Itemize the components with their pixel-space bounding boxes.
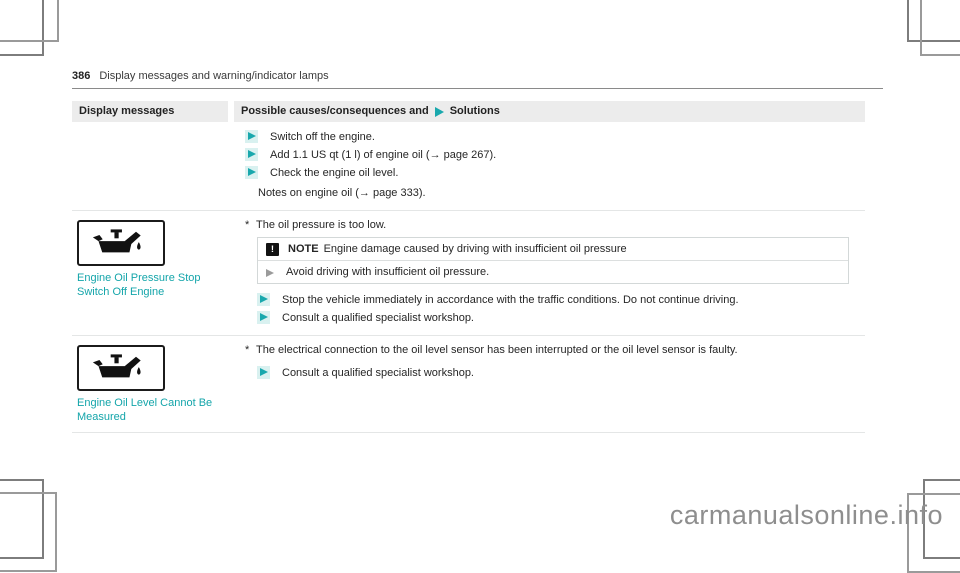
- solution-arrow-icon: [257, 366, 270, 379]
- table-row-engine-oil-generic: Switch off the engine. Add 1.1 US qt (1 …: [72, 122, 865, 211]
- solutions-group: Consult a qualified specialist workshop.: [257, 364, 857, 382]
- cause-text: The electrical connection to the oil lev…: [256, 344, 738, 356]
- note-label: NOTE: [288, 243, 319, 255]
- crop-mark-top-right-2: [920, 0, 960, 56]
- crop-mark-top-right: [907, 0, 960, 42]
- page-number: 386: [72, 70, 91, 82]
- display-message-cell: Engine Oil Pressure Stop Switch Off Engi…: [72, 211, 228, 335]
- solution-arrow-icon: [245, 148, 258, 161]
- oil-can-icon: [92, 354, 141, 378]
- solution-item: Consult a qualified specialist workshop.: [257, 309, 857, 327]
- solution-arrow-icon: [245, 166, 258, 179]
- column-header-causes-text: Possible causes/consequences and: [241, 105, 429, 117]
- solution-item: Add 1.1 US qt (1 l) of engine oil (→ pag…: [245, 146, 857, 164]
- cause-marker: *: [245, 344, 250, 356]
- column-header-solutions-text: Solutions: [449, 105, 500, 117]
- warning-lamp-box: [77, 220, 165, 266]
- page-title: Display messages and warning/indicator l…: [99, 70, 329, 82]
- table-header-row: Display messages Possible causes/consequ…: [72, 101, 865, 122]
- solutions-arrow-icon: [434, 106, 444, 117]
- solution-item: Switch off the engine.: [245, 128, 857, 146]
- oil-can-icon: [92, 229, 141, 253]
- causes-cell: Switch off the engine. Add 1.1 US qt (1 …: [234, 122, 865, 210]
- table-row-oil-pressure: Engine Oil Pressure Stop Switch Off Engi…: [72, 211, 865, 336]
- solution-arrow-icon: [245, 130, 258, 143]
- solution-item: Consult a qualified specialist workshop.: [257, 364, 857, 382]
- crop-mark-bottom-left-2: [0, 492, 57, 572]
- cause-marker: *: [245, 219, 250, 231]
- solution-text: Add 1.1 US qt (1 l) of engine oil (→ pag…: [270, 149, 497, 161]
- crop-mark-top-left-2: [0, 0, 59, 42]
- display-message-label: Engine Oil Pressure Stop Switch Off Engi…: [77, 272, 201, 298]
- watermark: carmanualsonline.info: [669, 500, 943, 530]
- note-arrow-icon: [266, 269, 274, 277]
- table-row-oil-level-sensor: Engine Oil Level Cannot Be Measured * Th…: [72, 336, 865, 433]
- causes-cell: * The oil pressure is too low. ! NOTE En…: [234, 211, 865, 335]
- note-action-item: Avoid driving with insufficient oil pres…: [258, 261, 848, 283]
- note-text: Engine damage caused by driving with ins…: [323, 243, 627, 255]
- causes-cell: * The electrical connection to the oil l…: [234, 336, 865, 432]
- solution-text: Consult a qualified specialist workshop.: [282, 312, 474, 324]
- display-message-cell-empty: [72, 122, 228, 210]
- notes-reference: Notes on engine oil (→ page 333).: [258, 187, 426, 199]
- solution-arrow-icon: [257, 293, 270, 306]
- note-action-text: Avoid driving with insufficient oil pres…: [286, 266, 490, 278]
- cause-item: * The oil pressure is too low.: [245, 217, 857, 233]
- column-header-display-messages: Display messages: [72, 101, 228, 122]
- page-header: 386 Display messages and warning/indicato…: [72, 70, 883, 89]
- cause-text: The oil pressure is too low.: [256, 219, 387, 231]
- display-message-cell: Engine Oil Level Cannot Be Measured: [72, 336, 228, 432]
- solution-text: Check the engine oil level.: [270, 167, 399, 179]
- solution-text: Switch off the engine.: [270, 131, 375, 143]
- solutions-group: Stop the vehicle immediately in accordan…: [257, 291, 857, 327]
- solution-text: Consult a qualified specialist workshop.: [282, 367, 474, 379]
- solution-item: Stop the vehicle immediately in accordan…: [257, 291, 857, 309]
- note-header: ! NOTE Engine damage caused by driving w…: [258, 238, 848, 261]
- solution-arrow-icon: [257, 311, 270, 324]
- column-header-causes-solutions: Possible causes/consequences and Solutio…: [234, 101, 865, 122]
- solution-text: Stop the vehicle immediately in accordan…: [282, 294, 739, 306]
- crop-mark-top-left: [0, 0, 44, 56]
- warning-lamp-box: [77, 345, 165, 391]
- display-message-label: Engine Oil Level Cannot Be Measured: [77, 397, 213, 423]
- note-box: ! NOTE Engine damage caused by driving w…: [257, 237, 849, 284]
- cause-item: * The electrical connection to the oil l…: [245, 342, 857, 358]
- note-exclamation-icon: !: [266, 242, 279, 256]
- solution-item: Check the engine oil level.: [245, 164, 857, 182]
- display-messages-table: Display messages Possible causes/consequ…: [72, 101, 865, 433]
